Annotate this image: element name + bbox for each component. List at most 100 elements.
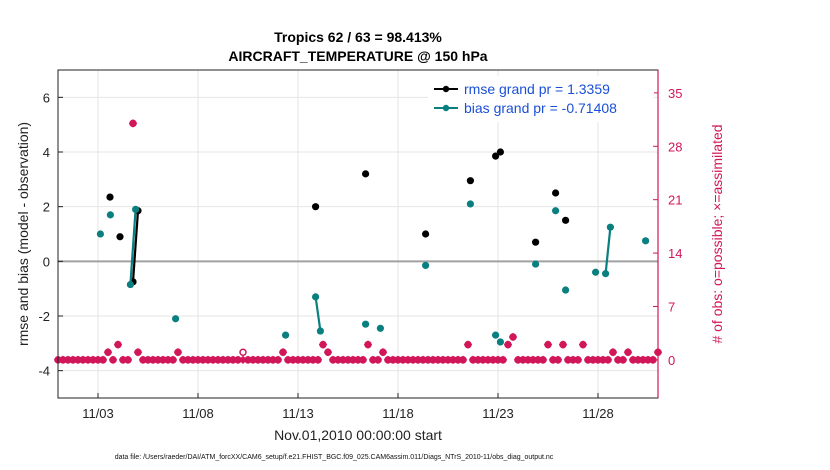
y-axis-label: rmse and bias (model - observation): [15, 122, 31, 346]
rmse-point: [422, 230, 430, 238]
legend-rmse-label: rmse grand pr = 1.3359: [464, 81, 610, 97]
grid-lines: [58, 70, 658, 398]
rmse-point: [532, 238, 540, 246]
obs-assimilated-marker: [573, 355, 583, 365]
obs-assimilated-marker: [533, 355, 543, 365]
obs-assimilated-marker: [593, 355, 603, 365]
obs-assimilated-marker: [83, 355, 93, 365]
bias-point: [106, 211, 114, 219]
bias-segment: [129, 209, 137, 285]
obs-assimilated-marker: [143, 355, 153, 365]
obs-assimilated-marker: [258, 355, 268, 365]
data-file-footnote: data file: /Users/raeder/DAI/ATM_forcXX/…: [115, 454, 554, 461]
bias-point: [362, 320, 370, 328]
obs-assimilated-marker: [373, 355, 383, 365]
bias-point: [606, 223, 615, 231]
obs-assimilated-marker: [598, 355, 608, 365]
obs-assimilated-marker: [288, 355, 298, 365]
obs-assimilated-marker: [478, 355, 488, 365]
obs-assimilated-marker: [173, 348, 183, 357]
obs-assimilated-marker: [323, 348, 333, 357]
bias-point: [466, 200, 474, 208]
legend-rmse-marker: [442, 85, 450, 93]
y-tick-label: 0: [43, 254, 50, 269]
obs-assimilated-marker: [243, 355, 253, 365]
obs-assimilated-marker: [298, 355, 308, 365]
x-tick-label: 11/23: [482, 406, 514, 421]
obs-assimilated-marker: [493, 355, 503, 365]
obs-assimilated-marker: [343, 355, 353, 365]
rmse-point: [116, 233, 124, 241]
legend-bias-marker: [442, 104, 450, 112]
plot-area: [58, 70, 658, 398]
y-tick-label: -4: [38, 364, 50, 379]
obs-assimilated-marker: [448, 355, 458, 365]
obs-assimilated-marker: [643, 355, 653, 365]
obs-assimilated-marker: [293, 355, 303, 365]
obs-assimilated-marker: [193, 355, 203, 365]
obs-assimilated-marker: [113, 340, 123, 349]
obs-assimilated-marker: [453, 355, 463, 365]
chart-subtitle: AIRCRAFT_TEMPERATURE @ 150 hPa: [228, 48, 487, 64]
obs-assimilated-marker: [383, 355, 393, 365]
obs-assimilated-marker: [233, 355, 243, 365]
obs-assimilated-marker: [563, 355, 573, 365]
obs-assimilated-marker: [138, 355, 148, 365]
obs-assimilated-marker: [183, 355, 193, 365]
obs-assimilated-marker: [443, 355, 453, 365]
obs-assimilated-marker: [488, 355, 498, 365]
rmse-point: [492, 152, 500, 160]
y-tick-label: 4: [43, 145, 50, 160]
obs-assimilated-marker: [318, 340, 328, 349]
obs-assimilated-marker: [308, 355, 318, 365]
x-tick-label: 11/28: [582, 406, 614, 421]
rmse-point: [552, 189, 560, 197]
obs-assimilated-marker: [578, 340, 588, 349]
axes-layer: 11/03 11/08 11/13 11/18 11/23 11/28 -4 -2 0 2 4 6 0 7…: [38, 70, 682, 421]
obs-assimilated-marker: [283, 355, 293, 365]
y-right-tick-label: 28: [668, 139, 682, 154]
obs-assimilated-marker: [218, 355, 228, 365]
obs-assimilated-marker: [483, 355, 493, 365]
obs-assimilated-marker: [228, 355, 238, 365]
obs-assimilated-marker: [278, 348, 288, 357]
obs-assimilated-marker: [63, 355, 73, 365]
obs-assimilated-marker: [538, 355, 548, 365]
bias-point: [422, 261, 430, 270]
obs-assimilated-marker: [153, 355, 163, 365]
obs-assimilated-marker: [403, 355, 413, 365]
obs-assimilated-marker: [438, 355, 448, 365]
obs-assimilated-marker: [428, 355, 438, 365]
obs-assimilated-marker: [263, 355, 273, 365]
obs-assimilated-marker: [518, 355, 528, 365]
obs-assimilated-marker: [58, 355, 68, 365]
obs-assimilated-marker: [398, 355, 408, 365]
obs-assimilated-marker: [523, 355, 533, 365]
obs-assimilated-marker: [123, 355, 133, 365]
obs-assimilated-marker: [148, 355, 158, 365]
obs-assimilated-marker: [268, 355, 278, 365]
obs-assimilated-marker: [418, 355, 428, 365]
obs-assimilated-marker: [608, 348, 618, 357]
obs-assimilated-marker: [393, 355, 403, 365]
bias-point: [282, 331, 290, 339]
obs-assimilated-marker: [188, 355, 198, 365]
bias-segment: [604, 227, 612, 274]
obs-assimilated-marker: [213, 355, 223, 365]
obs-assimilated-marker: [603, 355, 613, 365]
obs-assimilated-marker: [508, 332, 518, 342]
obs-possible-marker: [239, 348, 247, 356]
obs-assimilated-marker: [568, 355, 578, 365]
obs-assimilated-marker: [498, 355, 508, 365]
y-right-tick-label: 14: [668, 246, 682, 261]
obs-assimilated-marker: [363, 340, 373, 349]
obs-assimilated-marker: [623, 348, 633, 357]
obs-assimilated-marker: [388, 355, 398, 365]
obs-assimilated-marker: [103, 348, 113, 357]
obs-assimilated-marker: [333, 355, 343, 365]
bias-point: [562, 286, 570, 294]
y-tick-label: 2: [43, 200, 50, 215]
y-right-tick-label: 7: [668, 299, 675, 314]
rmse-point: [562, 216, 570, 224]
obs-assimilated-marker: [168, 355, 178, 365]
